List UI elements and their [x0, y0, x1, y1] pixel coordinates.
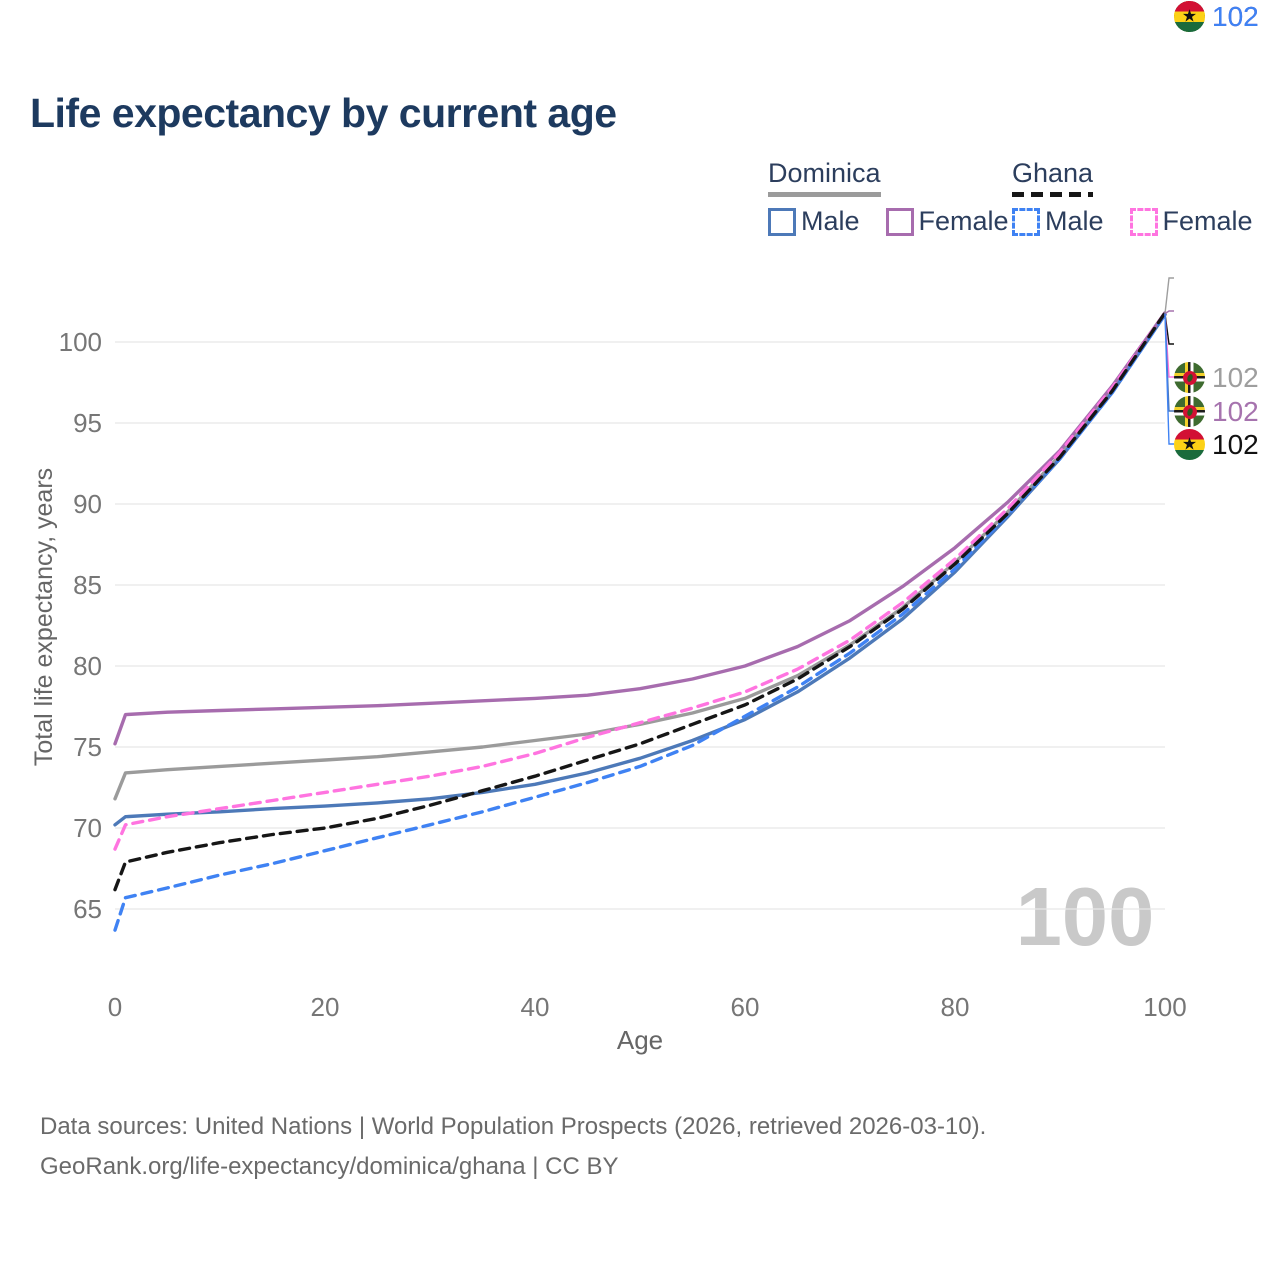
series-line-ghana-male[interactable]: [113, 312, 1167, 932]
legend-item-label: Male: [801, 206, 860, 236]
series-line-dominica[interactable]: [113, 312, 1167, 801]
legend-group-ghana: Ghana Male Female: [1012, 158, 1253, 237]
legend-header-ghana[interactable]: Ghana: [1012, 158, 1094, 197]
end-label-value: 102: [1212, 395, 1259, 427]
y-tick-label: 65: [73, 894, 102, 924]
x-tick-label: 0: [108, 992, 122, 1022]
y-tick-label: 100: [59, 327, 102, 357]
legend-header-label: Dominica: [768, 158, 881, 188]
end-label-leader-line: [1164, 310, 1174, 315]
legend-header-label: Ghana: [1012, 158, 1094, 188]
x-tick-label: 20: [311, 992, 340, 1022]
legend-swatch-dominica-female: [885, 207, 914, 236]
end-label-leader-line: [1164, 313, 1174, 445]
x-tick-label: 100: [1143, 992, 1186, 1022]
end-label-value: 102: [1212, 0, 1259, 32]
dominica-flag-icon: [1174, 396, 1205, 427]
y-tick-label: 80: [73, 651, 102, 681]
legend-item-label: Female: [1162, 206, 1253, 236]
legend-group-dominica: Dominica Male Female: [768, 158, 1009, 237]
legend-item-label: Female: [918, 206, 1009, 236]
y-axis-title: Total life expectancy, years: [30, 468, 58, 766]
x-tick-label: 40: [521, 992, 550, 1022]
data-sources-line: Data sources: United Nations | World Pop…: [40, 1113, 987, 1140]
y-tick-label: 70: [73, 813, 102, 843]
legend-underline-dashed: [1012, 192, 1094, 197]
legend-item-dominica-male[interactable]: Male: [768, 206, 860, 237]
chart-footer: Data sources: United Nations | World Pop…: [40, 1107, 986, 1187]
end-label-value: 102: [1212, 0, 1259, 32]
dominica-flag-icon: [1174, 362, 1205, 393]
y-tick-label: 75: [73, 732, 102, 762]
y-tick-label: 90: [73, 489, 102, 519]
end-label-leader-line: [1164, 277, 1174, 314]
page-title: Life expectancy by current age: [30, 90, 617, 136]
legend-item-label: Male: [1045, 206, 1104, 236]
ghana-flag-icon: [1174, 1, 1205, 32]
series-line-dominica-male[interactable]: [113, 312, 1167, 827]
end-label-value: 102: [1212, 361, 1259, 393]
legend-item-ghana-female[interactable]: Female: [1129, 206, 1253, 237]
legend-item-ghana-male[interactable]: Male: [1012, 206, 1104, 237]
legend-header-dominica[interactable]: Dominica: [768, 158, 881, 197]
end-label-value: 102: [1212, 0, 1259, 32]
end-label-dominica-female: 102: [1174, 395, 1259, 428]
legend-swatch-dominica-male: [768, 207, 796, 236]
y-tick-label: 95: [73, 408, 102, 438]
x-tick-label: 80: [941, 992, 970, 1022]
attribution-line: GeoRank.org/life-expectancy/dominica/gha…: [40, 1153, 619, 1180]
end-label-dominica-total: 102: [1174, 361, 1259, 394]
y-tick-label: 85: [73, 570, 102, 600]
x-axis-title: Age: [617, 1025, 663, 1055]
legend-underline-solid: [768, 192, 881, 197]
series-line-ghana[interactable]: [113, 311, 1167, 892]
series-line-ghana-female[interactable]: [113, 311, 1167, 851]
series-line-dominica-female[interactable]: [113, 311, 1167, 746]
end-label-ghana-total: 102: [1174, 428, 1259, 461]
legend-item-dominica-female[interactable]: Female: [885, 206, 1009, 237]
legend-swatch-ghana-female: [1129, 207, 1158, 236]
end-label-value: 102: [1212, 428, 1259, 460]
age-watermark: 100: [1016, 870, 1154, 963]
legend-swatch-ghana-male: [1012, 207, 1040, 236]
x-tick-label: 60: [731, 992, 760, 1022]
ghana-flag-icon: [1174, 429, 1205, 460]
end-label-ghana-male: 102: [1174, 0, 1259, 33]
